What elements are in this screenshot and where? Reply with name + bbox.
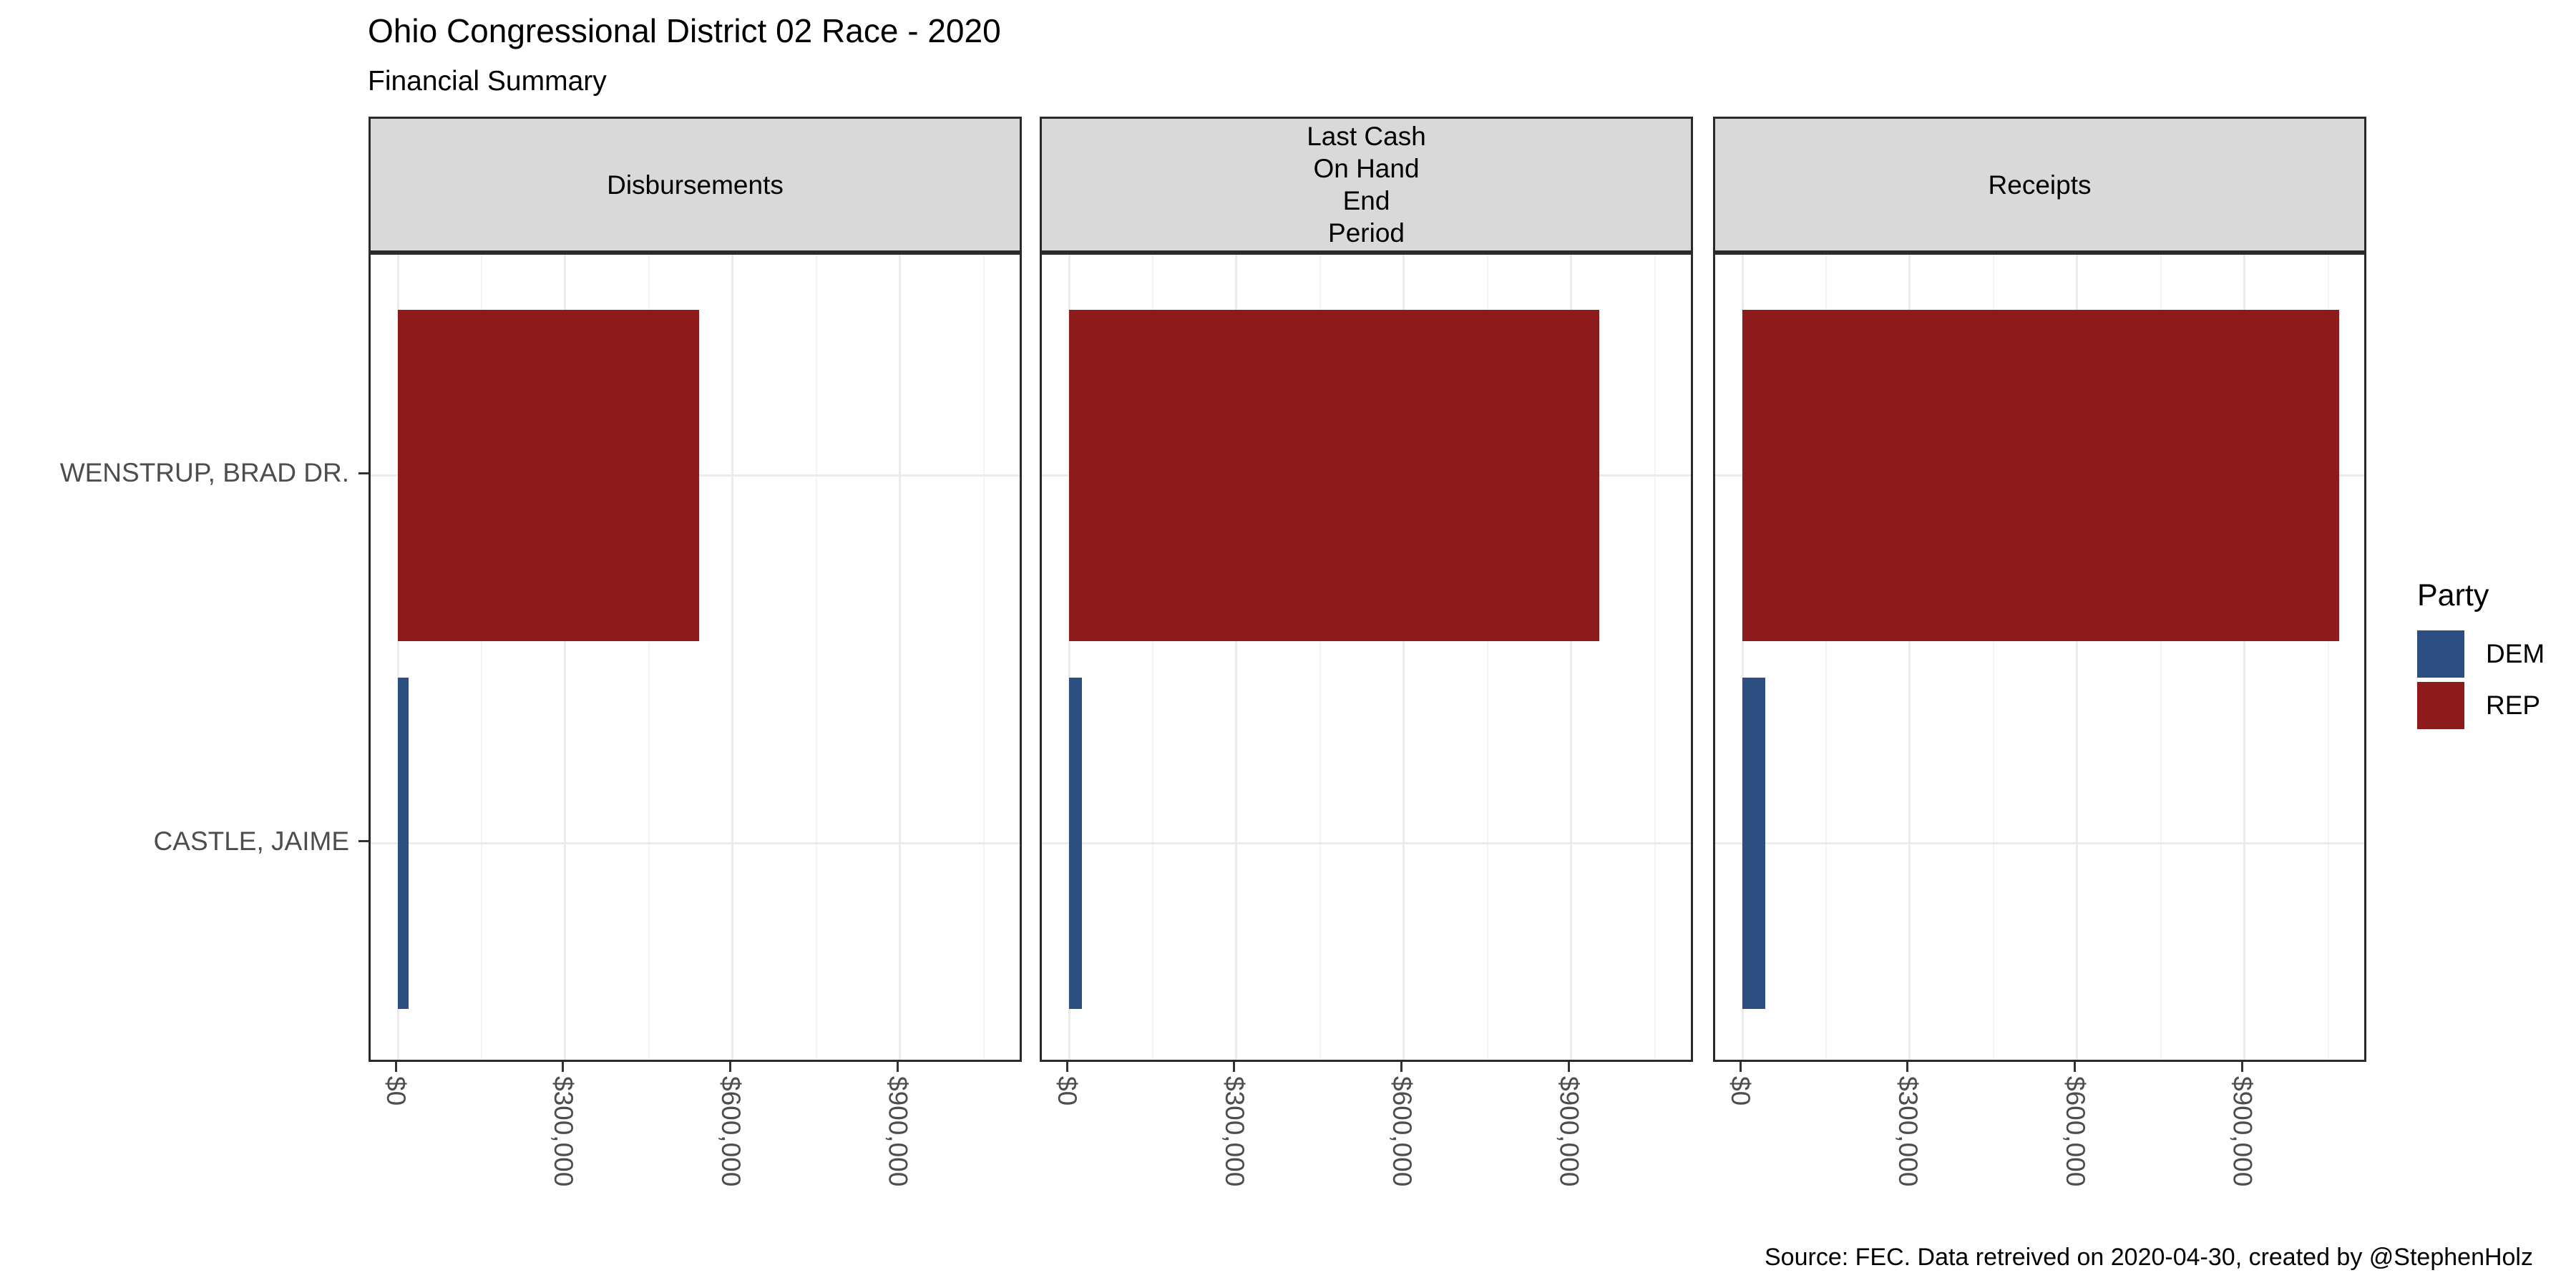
dem-color-swatch — [2417, 630, 2464, 678]
x-axis-tick — [1906, 1062, 1909, 1072]
legend-item: DEM — [2417, 630, 2545, 678]
facet-panel — [1040, 253, 1693, 1062]
minor-gridline — [1654, 255, 1656, 1060]
minor-gridline — [648, 255, 650, 1060]
major-gridline — [396, 255, 399, 1060]
x-axis-tick — [729, 1062, 732, 1072]
facet-strip: Disbursements — [369, 117, 1022, 253]
minor-gridline — [2327, 255, 2329, 1060]
bar — [398, 309, 699, 641]
source-caption: Source: FEC. Data retreived on 2020-04-3… — [1765, 1244, 2533, 1271]
x-axis-tick — [1739, 1062, 1742, 1072]
y-axis-tick — [358, 472, 369, 474]
bar — [1069, 678, 1082, 1010]
facet-strip: Receipts — [1713, 117, 2366, 253]
facet-panel — [1713, 253, 2366, 1062]
bar — [1069, 309, 1599, 641]
minor-gridline — [2160, 255, 2162, 1060]
major-gridline — [1068, 255, 1070, 1060]
legend-item-label: DEM — [2486, 639, 2545, 668]
x-axis-tick-label: $300,000 — [548, 1076, 578, 1187]
minor-gridline — [1319, 255, 1321, 1060]
major-gridline — [1402, 255, 1405, 1060]
x-axis-tick-label: $0 — [1726, 1076, 1756, 1106]
y-axis-tick — [358, 840, 369, 843]
facet-panel — [369, 253, 1022, 1062]
x-axis-tick — [1568, 1062, 1571, 1072]
minor-gridline — [1992, 255, 1994, 1060]
minor-gridline — [982, 255, 985, 1060]
major-gridline — [731, 255, 734, 1060]
facet-strip-label-line: On Hand — [1313, 154, 1420, 183]
legend-item-label: REP — [2486, 691, 2541, 720]
major-gridline — [1908, 255, 1911, 1060]
x-axis-tick — [2074, 1062, 2077, 1072]
x-axis-tick — [1233, 1062, 1236, 1072]
legend: Party DEM REP — [2417, 578, 2545, 733]
facet-strip-label-line: Receipts — [1988, 170, 2092, 200]
facet-strip-label-line: Period — [1328, 218, 1405, 248]
chart-subtitle: Financial Summary — [368, 66, 607, 97]
x-axis-tick — [897, 1062, 899, 1072]
facet-strip-label-line: Disbursements — [607, 170, 784, 200]
major-gridline — [1570, 255, 1573, 1060]
x-axis-tick — [1065, 1062, 1068, 1072]
legend-item: REP — [2417, 682, 2545, 729]
facet-strip-label-line: Last Cash — [1307, 122, 1426, 151]
major-gridline-horizontal — [1715, 842, 2364, 845]
y-axis-candidate-label: WENSTRUP, BRAD DR. — [59, 458, 349, 488]
rep-color-swatch — [2417, 682, 2464, 729]
major-gridline — [2076, 255, 2079, 1060]
facet-strip-label-line: End — [1342, 186, 1390, 215]
legend-items: DEM REP — [2417, 630, 2545, 729]
x-axis-tick — [394, 1062, 397, 1072]
major-gridline — [899, 255, 902, 1060]
x-axis-tick-label: $600,000 — [1387, 1076, 1417, 1187]
major-gridline — [1741, 255, 1744, 1060]
major-gridline-horizontal — [371, 842, 1020, 845]
major-gridline — [564, 255, 567, 1060]
major-gridline — [1235, 255, 1238, 1060]
x-axis-tick-label: $900,000 — [1554, 1076, 1584, 1187]
x-axis-tick — [562, 1062, 565, 1072]
bar — [398, 678, 409, 1010]
minor-gridline — [815, 255, 817, 1060]
minor-gridline — [1151, 255, 1153, 1060]
legend-title: Party — [2417, 578, 2489, 613]
x-axis-tick-label: $0 — [1053, 1076, 1083, 1106]
x-axis-tick-label: $300,000 — [1893, 1076, 1923, 1187]
major-gridline — [2243, 255, 2246, 1060]
bar — [1742, 309, 2340, 641]
minor-gridline — [1825, 255, 1827, 1060]
x-axis-tick-label: $0 — [381, 1076, 411, 1106]
y-axis-candidate-label: CASTLE, JAIME — [153, 826, 349, 856]
x-axis-tick-label: $900,000 — [883, 1076, 913, 1187]
minor-gridline — [1486, 255, 1488, 1060]
x-axis-tick-label: $600,000 — [716, 1076, 746, 1187]
x-axis-tick-label: $900,000 — [2228, 1076, 2258, 1187]
chart-title: Ohio Congressional District 02 Race - 20… — [368, 12, 1001, 49]
bar — [1742, 678, 1765, 1010]
minor-gridline — [480, 255, 482, 1060]
x-axis-tick — [2241, 1062, 2244, 1072]
facet-strip: Last Cash On Hand End Period — [1040, 117, 1693, 253]
x-axis-tick — [1400, 1062, 1403, 1072]
x-axis-tick-label: $300,000 — [1219, 1076, 1249, 1187]
major-gridline-horizontal — [1042, 842, 1691, 845]
x-axis-tick-label: $600,000 — [2060, 1076, 2090, 1187]
